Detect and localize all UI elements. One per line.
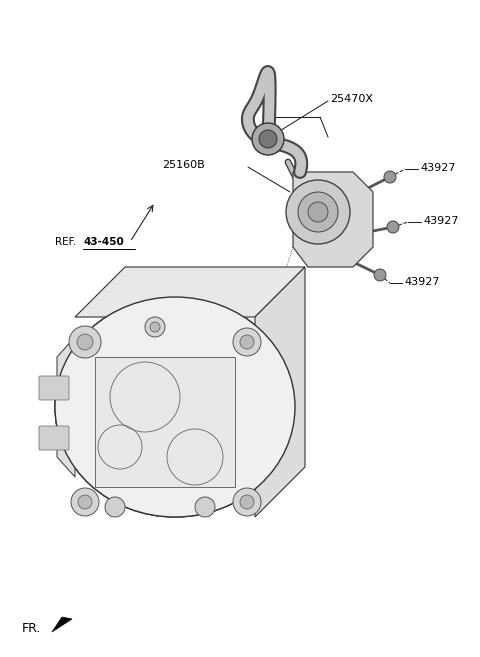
Polygon shape <box>52 617 72 632</box>
Circle shape <box>69 326 101 358</box>
Polygon shape <box>57 337 75 477</box>
Circle shape <box>78 495 92 509</box>
Circle shape <box>240 335 254 349</box>
Text: 25160B: 25160B <box>162 160 205 170</box>
Circle shape <box>77 334 93 350</box>
Circle shape <box>308 202 328 222</box>
Circle shape <box>374 269 386 281</box>
Circle shape <box>150 322 160 332</box>
Polygon shape <box>95 357 235 487</box>
Text: REF.: REF. <box>55 237 76 247</box>
Circle shape <box>387 221 399 233</box>
Circle shape <box>233 328 261 356</box>
Circle shape <box>233 488 261 516</box>
FancyBboxPatch shape <box>39 426 69 450</box>
Text: 43927: 43927 <box>420 163 456 173</box>
Circle shape <box>286 180 350 244</box>
Circle shape <box>298 192 338 232</box>
Polygon shape <box>75 267 305 317</box>
Text: 25470X: 25470X <box>330 94 373 104</box>
Polygon shape <box>293 172 373 267</box>
Ellipse shape <box>55 297 295 517</box>
Circle shape <box>71 488 99 516</box>
Circle shape <box>384 171 396 183</box>
FancyBboxPatch shape <box>39 376 69 400</box>
Circle shape <box>195 497 215 517</box>
Text: FR.: FR. <box>22 622 41 635</box>
Circle shape <box>145 317 165 337</box>
Text: 43927: 43927 <box>404 277 440 287</box>
Circle shape <box>252 123 284 155</box>
Polygon shape <box>255 267 305 517</box>
Text: 43927: 43927 <box>423 216 458 226</box>
Ellipse shape <box>55 297 295 517</box>
Circle shape <box>240 495 254 509</box>
Circle shape <box>105 497 125 517</box>
Text: 43-450: 43-450 <box>83 237 124 247</box>
Circle shape <box>259 130 277 148</box>
